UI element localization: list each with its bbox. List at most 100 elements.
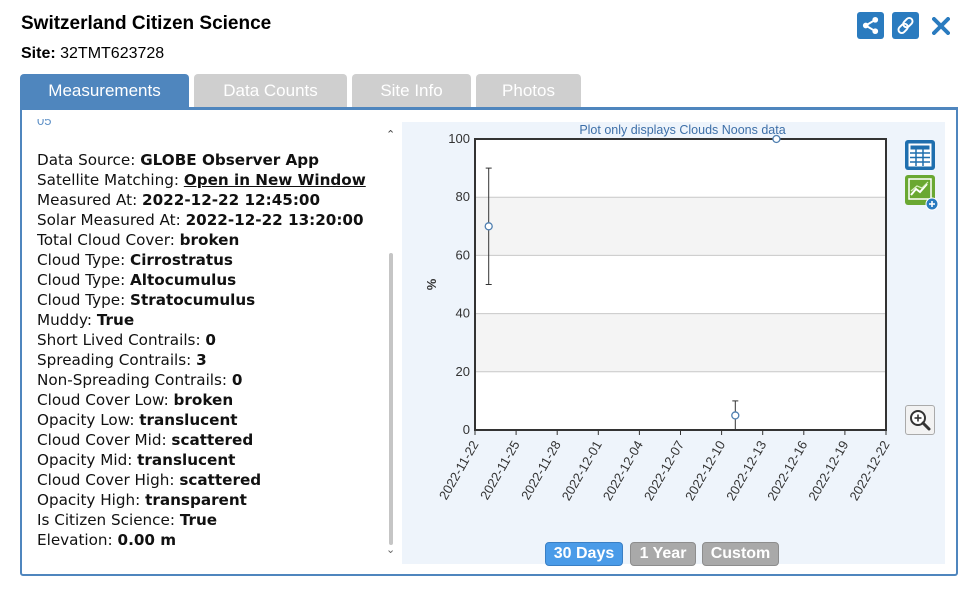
table-view-button[interactable] <box>905 140 935 170</box>
share-button[interactable] <box>857 12 884 39</box>
measurement-label: Cloud Cover High: <box>37 471 175 489</box>
y-tick-label: 100 <box>448 131 470 146</box>
range-1-year-button[interactable]: 1 Year <box>630 542 696 566</box>
chart-area: 0 20 40 60 80 100% 2022-11-22 2022-11-25 2022-11… <box>402 122 945 566</box>
link-button[interactable] <box>892 12 919 39</box>
tab-site-info[interactable]: Site Info <box>352 74 471 107</box>
measurement-value: True <box>96 311 135 329</box>
table-icon <box>908 143 932 167</box>
measurement-label: Is Citizen Science: <box>37 511 175 529</box>
measurement-value: broken <box>173 391 234 409</box>
range-30-days-button[interactable]: 30 Days <box>545 542 623 566</box>
measurement-label: Short Lived Contrails: <box>37 331 201 349</box>
measurement-label: Cloud Cover Mid: <box>37 431 167 449</box>
y-tick-label: 60 <box>456 247 470 262</box>
x-tick-label: 2022-11-22 <box>436 438 482 502</box>
grid-band <box>475 371 886 430</box>
measurement-row: Cloud Cover Mid: scattered <box>37 430 387 450</box>
tab-photos[interactable]: Photos <box>476 74 581 107</box>
grid-band <box>475 313 886 372</box>
measurement-row: Measured At: 2022-12-22 12:45:00 <box>37 190 387 210</box>
measurement-label: Spreading Contrails: <box>37 351 192 369</box>
measurement-row: Satellite Matching: Open in New Window <box>37 170 387 190</box>
measurement-label: Cloud Type: <box>37 291 126 309</box>
measurement-row: Total Cloud Cover: broken <box>37 230 387 250</box>
site-value: 32TMT623728 <box>60 45 165 62</box>
tab-data-counts[interactable]: Data Counts <box>194 74 347 107</box>
measurements-panel: 05 Data Source: GLOBE Observer App Satell… <box>20 107 958 576</box>
x-tick-label: 2022-12-16 <box>764 438 810 503</box>
measurement-value: translucent <box>137 451 236 469</box>
site-label: Site: <box>21 45 56 62</box>
measurement-row: Solar Measured At: 2022-12-22 13:20:00 <box>37 210 387 230</box>
measurement-row: Opacity High: transparent <box>37 490 387 510</box>
x-tick-label: 2022-12-01 <box>559 438 605 503</box>
x-tick-label: 2022-12-22 <box>846 438 892 503</box>
scroll-up-icon[interactable]: ⌃ <box>386 129 396 141</box>
close-button[interactable] <box>927 12 954 39</box>
measurement-label: Solar Measured At: <box>37 211 181 229</box>
x-tick-label: 2022-12-04 <box>600 438 646 503</box>
chart-svg: 0 20 40 60 80 100% 2022-11-222022-11-252022-11… <box>424 123 893 503</box>
measurement-label: Opacity High: <box>37 491 141 509</box>
scroll-thumb[interactable] <box>389 253 393 545</box>
measurement-list[interactable]: 05 Data Source: GLOBE Observer App Satell… <box>37 119 387 559</box>
measurement-row: Muddy: True <box>37 310 387 330</box>
list-scrollbar[interactable]: ⌃ ⌄ <box>384 118 398 558</box>
measurement-value: broken <box>179 231 240 249</box>
header-actions <box>857 12 954 39</box>
measurement-label: Measured At: <box>37 191 138 209</box>
grid-band <box>475 255 886 314</box>
measurement-label: Satellite Matching: <box>37 171 179 189</box>
measurement-label: Cloud Cover Low: <box>37 391 169 409</box>
x-tick-label: 2022-12-13 <box>723 438 769 503</box>
measurement-value: True <box>179 511 218 529</box>
measurement-row: Cloud Type: Stratocumulus <box>37 290 387 310</box>
measurement-row: Opacity Low: translucent <box>37 410 387 430</box>
data-point <box>484 222 493 231</box>
measurement-row: Data Source: GLOBE Observer App <box>37 150 387 170</box>
measurement-row: Cloud Type: Cirrostratus <box>37 250 387 270</box>
y-axis-label: % <box>424 278 439 290</box>
measurement-value: GLOBE Observer App <box>140 151 320 169</box>
measurement-row: Is Citizen Science: True <box>37 510 387 530</box>
link-icon <box>897 17 914 34</box>
measurement-value: 0 <box>231 371 243 389</box>
measurement-value: 2022-12-22 13:20:00 <box>185 211 364 229</box>
popup-title: Switzerland Citizen Science <box>21 13 272 34</box>
y-tick-label: 80 <box>456 189 470 204</box>
measurement-row: Cloud Type: Altocumulus <box>37 270 387 290</box>
x-tick-label: 2022-12-07 <box>641 438 687 503</box>
data-point <box>731 411 740 420</box>
measurement-value: 0.00 m <box>117 531 177 549</box>
x-tick-label: 2022-11-25 <box>477 438 523 502</box>
measurement-value: scattered <box>171 431 254 449</box>
measurement-row: Cloud Cover High: scattered <box>37 470 387 490</box>
measurement-value: 3 <box>196 351 207 369</box>
zoom-in-icon <box>910 410 931 431</box>
measurement-value: 2022-12-22 12:45:00 <box>142 191 321 209</box>
close-icon <box>931 16 950 35</box>
tab-measurements[interactable]: Measurements <box>20 74 189 107</box>
measurement-value: 0 <box>205 331 216 349</box>
x-tick-label: 2022-12-10 <box>682 438 728 503</box>
add-chart-icon <box>908 178 939 211</box>
satellite-matching-link[interactable]: Open in New Window <box>183 171 366 189</box>
range-custom-button[interactable]: Custom <box>702 542 779 566</box>
share-icon <box>862 16 879 35</box>
measurement-row: Spreading Contrails: 3 <box>37 350 387 370</box>
zoom-button[interactable] <box>905 405 935 435</box>
measurement-row: Opacity Mid: translucent <box>37 450 387 470</box>
scroll-down-icon[interactable]: ⌄ <box>386 544 396 556</box>
measurement-value: transparent <box>145 491 247 509</box>
measurement-row: Short Lived Contrails: 0 <box>37 330 387 350</box>
grid-band <box>475 139 886 198</box>
y-tick-label: 40 <box>456 306 470 321</box>
site-line: Site: 32TMT623728 <box>21 45 164 63</box>
add-chart-button[interactable] <box>905 175 939 211</box>
measurement-label: Elevation: <box>37 531 113 549</box>
grid-band <box>475 197 886 256</box>
measurement-label: Cloud Type: <box>37 271 126 289</box>
measurement-value: scattered <box>179 471 262 489</box>
